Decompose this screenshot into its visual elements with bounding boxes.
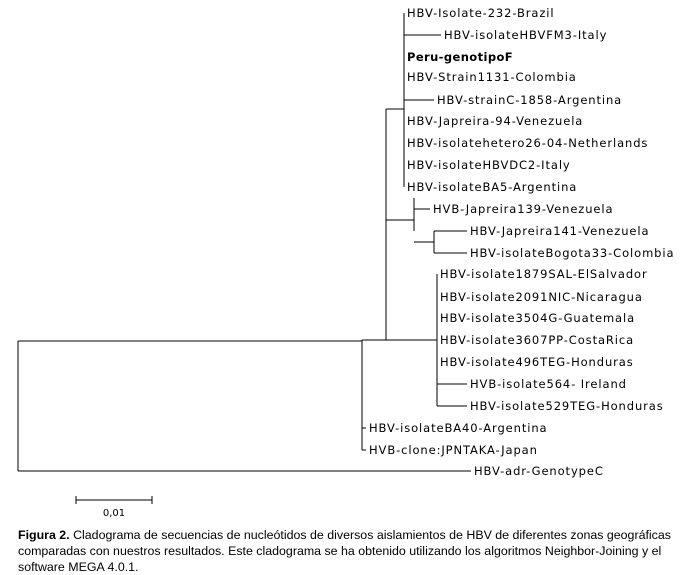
leaf-label: HBV-isolate3504G-Guatemala xyxy=(440,311,635,325)
leaf-label: HBV-adr-GenotypeC xyxy=(474,464,604,478)
leaf-label: HBV-isolate1879SAL-ElSalvador xyxy=(440,267,648,281)
leaf-label: HBV-isolate3607PP-CostaRica xyxy=(440,333,634,347)
caption-label: Figura 2. xyxy=(18,528,70,542)
tree-branches xyxy=(17,13,471,472)
leaf-label: HVB-Japreira139-Venezuela xyxy=(433,202,613,216)
cladogram: HBV-Isolate-232-Brazil HBV-isolateHBVFM3-… xyxy=(17,6,674,519)
leaf-labels: HBV-Isolate-232-Brazil HBV-isolateHBVFM3-… xyxy=(369,6,674,478)
leaf-label: HBV-strainC-1858-Argentina xyxy=(437,93,622,107)
leaf-label: HBV-isolate2091NIC-Nicaragua xyxy=(440,290,643,304)
leaf-label: HBV-isolateBogota33-Colombia xyxy=(470,246,674,260)
leaf-label: Peru-genotipoF xyxy=(407,50,513,64)
leaf-label: HVB-clone:JPNTAKA-Japan xyxy=(369,443,538,457)
leaf-label: HBV-isolateHBVDC2-Italy xyxy=(407,158,571,172)
figure-caption: Figura 2. Cladograma de secuencias de nu… xyxy=(18,527,694,575)
leaf-label: HBV-isolatehetero26-04-Netherlands xyxy=(407,136,648,150)
caption-text: Cladograma de secuencias de nucleótidos … xyxy=(18,528,671,574)
leaf-label: HBV-Isolate-232-Brazil xyxy=(407,6,555,20)
leaf-label: HBV-Japreira-94-Venezuela xyxy=(407,114,583,128)
scale-bar-label: 0,01 xyxy=(103,508,125,519)
leaf-label: HBV-isolateBA5-Argentina xyxy=(407,180,577,194)
leaf-label: HBV-Strain1131-Colombia xyxy=(407,70,577,84)
leaf-label: HBV-Japreira141-Venezuela xyxy=(470,224,649,238)
leaf-label: HVB-isolate564- Ireland xyxy=(470,377,627,391)
scale-bar: 0,01 xyxy=(75,496,153,519)
leaf-label: HBV-isolate529TEG-Honduras xyxy=(470,399,664,413)
leaf-label: HBV-isolateHBVFM3-Italy xyxy=(444,28,607,42)
leaf-label: HBV-isolate496TEG-Honduras xyxy=(440,355,634,369)
leaf-label: HBV-isolateBA40-Argentina xyxy=(369,421,547,435)
